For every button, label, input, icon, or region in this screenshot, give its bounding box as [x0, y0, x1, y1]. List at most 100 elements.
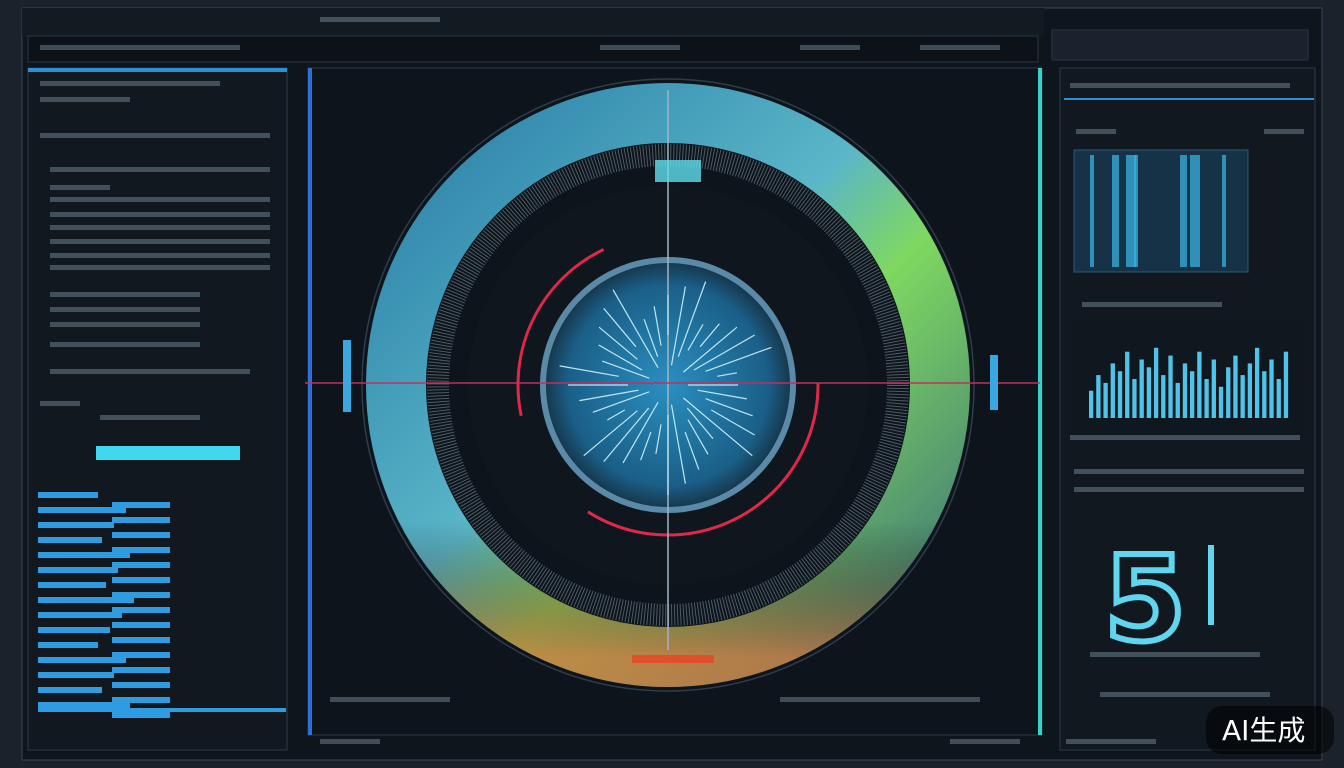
placeholder-text: [50, 239, 270, 244]
list-bar: [112, 532, 170, 538]
list-bar: [38, 522, 114, 528]
list-bar: [38, 492, 98, 498]
spoke: [603, 407, 650, 462]
spoke: [603, 308, 637, 348]
placeholder-text: [1074, 487, 1304, 492]
placeholder-text: [50, 212, 270, 217]
histogram-bar: [1110, 363, 1115, 418]
spoke: [653, 306, 662, 346]
gauge-pointer: [655, 160, 701, 182]
gauge-bottom-marker: [632, 655, 714, 663]
histogram-bar: [1269, 359, 1274, 418]
placeholder-text: [800, 45, 860, 50]
placeholder-text: [50, 292, 200, 297]
histogram-bar: [1096, 375, 1101, 418]
gauge-right-marker: [990, 355, 998, 410]
list-bar: [38, 567, 118, 573]
readout-value: 5: [1104, 530, 1186, 668]
list-bar: [112, 562, 170, 568]
placeholder-text: [320, 739, 380, 744]
histogram-bar: [1262, 371, 1267, 418]
histogram-bar: [1218, 386, 1224, 418]
histogram-bar: [1153, 347, 1159, 418]
right-panel-accent: [1064, 98, 1314, 100]
readout-bar: [1208, 545, 1214, 625]
spoke: [612, 289, 659, 368]
placeholder-text: [1070, 435, 1300, 440]
spoke: [682, 397, 753, 457]
spoke: [705, 398, 753, 417]
placeholder-text: [1082, 302, 1222, 307]
placeholder-text: [1090, 652, 1260, 657]
list-bar: [112, 592, 170, 598]
spoke: [559, 365, 619, 377]
placeholder-text: [50, 307, 200, 312]
left-panel: [27, 67, 288, 751]
progress-track: [38, 708, 286, 712]
list-bar: [38, 537, 102, 543]
list-bar: [38, 657, 126, 663]
list-bar: [112, 682, 170, 688]
list-bar: [112, 712, 170, 718]
list-bar: [38, 642, 98, 648]
histogram-bar: [1240, 375, 1245, 418]
watermark: AI生成: [1222, 714, 1305, 747]
center-edge-left: [308, 68, 312, 735]
spoke: [687, 419, 709, 455]
spoke: [602, 360, 650, 379]
toolbar: [27, 35, 1039, 63]
radial-gauge: [305, 78, 1040, 692]
center-edge-right: [1038, 68, 1042, 735]
histogram-bar: [1247, 363, 1253, 418]
preview-stripe: [1222, 155, 1226, 267]
placeholder-text: [40, 133, 270, 138]
list-bar: [38, 627, 110, 633]
histogram-card: [1072, 320, 1304, 438]
preview-stripe: [1126, 155, 1136, 267]
spoke: [643, 319, 659, 358]
title-bar: [22, 8, 1044, 36]
histogram-bar: [1146, 367, 1152, 418]
placeholder-text: [50, 253, 270, 258]
histogram-bar: [1182, 363, 1188, 418]
list-bar: [112, 637, 170, 643]
spoke: [640, 431, 652, 461]
progress-bar: [96, 446, 240, 460]
placeholder-text: [40, 81, 220, 86]
placeholder-text: [40, 97, 130, 102]
list-bar: [38, 687, 102, 693]
histogram-bar: [1103, 382, 1108, 418]
list-bar: [38, 702, 130, 708]
placeholder-text: [1074, 469, 1304, 474]
placeholder-text: [950, 739, 1020, 744]
list-bar: [38, 582, 106, 588]
image-preview: [1073, 149, 1249, 273]
placeholder-text: [780, 697, 980, 702]
placeholder-text: [1100, 692, 1270, 697]
placeholder-text: [1066, 739, 1156, 744]
placeholder-text: [40, 45, 240, 50]
histogram-bar: [1089, 390, 1094, 418]
spoke: [682, 326, 738, 373]
list-bar: [38, 507, 126, 513]
spoke: [686, 407, 714, 440]
list-bar: [38, 672, 114, 678]
placeholder-text: [50, 265, 270, 270]
search-box[interactable]: [1051, 29, 1309, 61]
spoke: [579, 389, 639, 402]
left-panel-accent: [28, 68, 287, 72]
histogram-bar: [1197, 351, 1202, 418]
placeholder-text: [50, 225, 270, 230]
placeholder-text: [320, 17, 440, 22]
preview-stripe: [1180, 155, 1187, 267]
spoke: [697, 389, 747, 400]
histogram-bar: [1204, 379, 1209, 418]
placeholder-text: [330, 697, 450, 702]
histogram-bar: [1117, 371, 1123, 418]
list-bar: [112, 667, 170, 673]
histogram-bar: [1190, 371, 1195, 418]
spoke: [717, 372, 738, 377]
spoke: [670, 286, 686, 366]
list-bar: [112, 607, 170, 613]
